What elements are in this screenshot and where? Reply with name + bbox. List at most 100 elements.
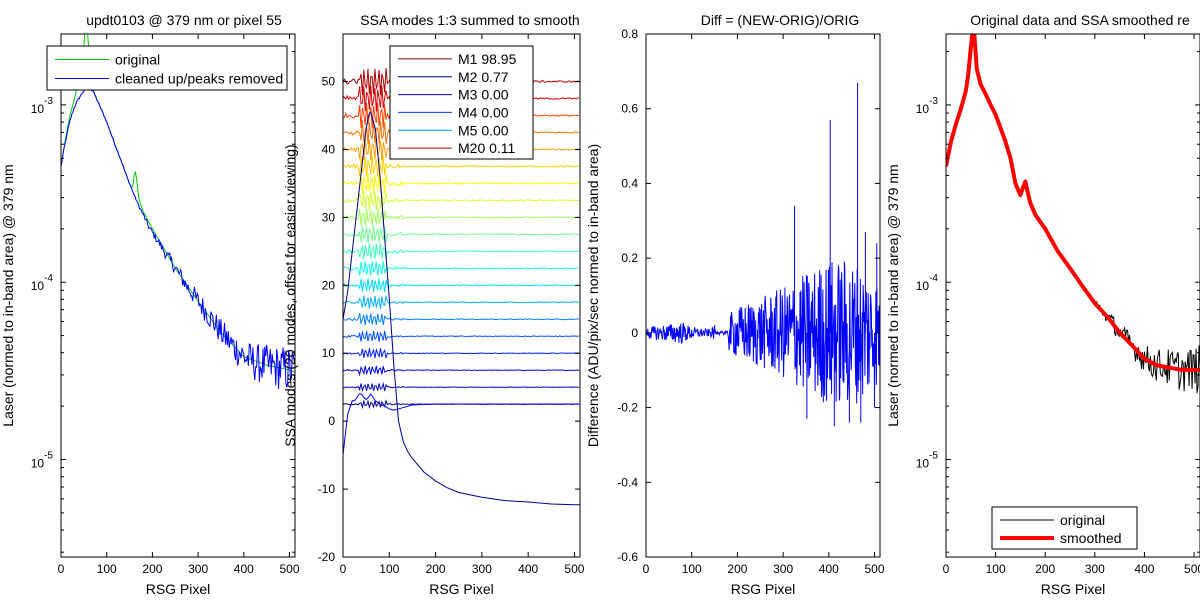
chart-title: Diff = (NEW-ORIG)/ORIG xyxy=(701,12,860,28)
y-tick-label: 30 xyxy=(322,210,336,224)
y-tick-label: -10 xyxy=(318,482,336,496)
series-line-cleaned xyxy=(61,85,295,390)
x-tick-label: 200 xyxy=(142,562,162,576)
y-tick-label: 10-3 xyxy=(916,96,939,116)
x-tick-label: 400 xyxy=(518,562,538,576)
x-tick-label: 0 xyxy=(643,562,650,576)
y-axis-label: Difference (ADU/pix/sec normed to in-ban… xyxy=(585,144,601,447)
y-tick-label: 40 xyxy=(322,142,336,156)
x-tick-label: 200 xyxy=(1035,562,1055,576)
x-tick-label: 0 xyxy=(943,562,950,576)
series-line-m1 xyxy=(343,110,580,506)
x-tick-label: 500 xyxy=(1184,562,1200,576)
series-line-diff xyxy=(646,261,880,404)
y-axis-label: Laser (normed to in-band area) @ 379 nm xyxy=(0,164,16,426)
y-tick-label: 20 xyxy=(322,278,336,292)
legend: original cleaned up/peaks removed xyxy=(46,45,288,91)
x-axis-label: RSG Pixel xyxy=(429,581,494,597)
x-tick-label: 400 xyxy=(819,562,839,576)
mode-line-7 xyxy=(343,295,580,309)
y-tick-label: -0.2 xyxy=(617,401,638,415)
mode-line-11 xyxy=(343,225,580,244)
mode-line-5 xyxy=(343,330,580,342)
axes-frame xyxy=(60,33,296,558)
x-tick-label: 100 xyxy=(97,562,117,576)
axes-frame xyxy=(945,33,1200,558)
x-tick-label: 100 xyxy=(682,562,702,576)
x-tick-label: 500 xyxy=(280,562,300,576)
y-tick-label: 0 xyxy=(328,414,335,428)
legend-label: M20 0.11 xyxy=(458,140,516,156)
mode-line-2 xyxy=(343,382,580,393)
mode-line-6 xyxy=(343,313,580,326)
y-tick-label: 0.2 xyxy=(621,251,638,265)
axes-frame xyxy=(645,33,881,558)
x-tick-label: 0 xyxy=(58,562,65,576)
chart-panel-1: 0 100 200 300 400 500 10-3 10-4 10-5 updt0103 @ 3… xyxy=(0,12,300,597)
mode-line-15 xyxy=(343,155,580,178)
x-axis-label: RSG Pixel xyxy=(146,581,211,597)
x-axis-label: RSG Pixel xyxy=(731,581,796,597)
chart-title: SSA modes 1:3 summed to smooth xyxy=(360,12,579,28)
mode-line-12 xyxy=(343,208,580,227)
y-tick-label: -20 xyxy=(318,550,336,564)
legend-label: M3 0.00 xyxy=(458,87,509,103)
legend-box xyxy=(389,45,534,160)
x-tick-label: 300 xyxy=(188,562,208,576)
legend-box xyxy=(46,45,288,91)
y-tick-label: 50 xyxy=(322,75,336,89)
chart-title: updt0103 @ 379 nm or pixel 55 xyxy=(86,12,282,28)
series-line-m2 xyxy=(343,393,580,456)
x-tick-label: 300 xyxy=(773,562,793,576)
chart-panel-4: 0 100 200 300 400 500 10-3 10-4 10-5 Original dat… xyxy=(885,12,1200,597)
legend-label: cleaned up/peaks removed xyxy=(115,71,283,87)
plot-area xyxy=(946,34,1200,394)
mode-line-14 xyxy=(343,173,580,194)
chart-panel-2: 0 100 200 300 400 500 -20 -10 0 10 20 30 40 50 SSA mod… xyxy=(282,12,585,597)
plot-area xyxy=(646,82,880,427)
y-tick-label: 10-4 xyxy=(31,273,54,293)
legend-label: M5 0.00 xyxy=(458,122,509,138)
mode-line-8 xyxy=(343,278,580,293)
legend-label: M1 98.95 xyxy=(458,51,517,67)
legend-box xyxy=(991,506,1138,550)
x-tick-label: 400 xyxy=(234,562,254,576)
mode-line-9 xyxy=(343,260,580,276)
y-tick-label: 10-3 xyxy=(31,96,54,116)
mode-line-3 xyxy=(343,365,580,377)
legend-label: M4 0.00 xyxy=(458,104,509,120)
y-tick-label: 0.4 xyxy=(621,176,638,190)
x-tick-label: 100 xyxy=(379,562,399,576)
y-tick-label: 10-4 xyxy=(916,273,939,293)
mode-line-10 xyxy=(343,243,580,260)
x-tick-label: 500 xyxy=(865,562,885,576)
chart-title: Original data and SSA smoothed re xyxy=(970,12,1190,28)
y-tick-label: 0.6 xyxy=(621,102,638,116)
x-tick-label: 200 xyxy=(727,562,747,576)
series-line-smoothed xyxy=(946,34,1200,372)
y-axis-label: SSA modes (20 modes, offset for easier v… xyxy=(282,144,298,446)
y-tick-label: -0.6 xyxy=(617,550,638,564)
y-tick-label: 0.8 xyxy=(621,27,638,41)
y-tick-label: 10-5 xyxy=(916,450,939,470)
mode-line-4 xyxy=(343,347,580,359)
mode-line-13 xyxy=(343,190,580,210)
y-axis-label: Laser (normed to in-band area) @ 379 nm xyxy=(885,164,901,426)
x-axis-label: RSG Pixel xyxy=(1041,581,1106,597)
x-tick-label: 400 xyxy=(1134,562,1154,576)
legend-label: smoothed xyxy=(1060,530,1121,546)
x-tick-label: 100 xyxy=(986,562,1006,576)
y-tick-label: -0.4 xyxy=(617,475,638,489)
legend-label: M2 0.77 xyxy=(458,69,509,85)
y-tick-label: 10 xyxy=(322,346,336,360)
y-tick-label: 10-5 xyxy=(31,450,54,470)
x-tick-label: 300 xyxy=(1085,562,1105,576)
x-tick-label: 500 xyxy=(564,562,584,576)
legend-label: original xyxy=(1060,512,1105,528)
legend: original smoothed xyxy=(991,506,1138,550)
axes-frame xyxy=(342,33,581,558)
x-tick-label: 0 xyxy=(340,562,347,576)
